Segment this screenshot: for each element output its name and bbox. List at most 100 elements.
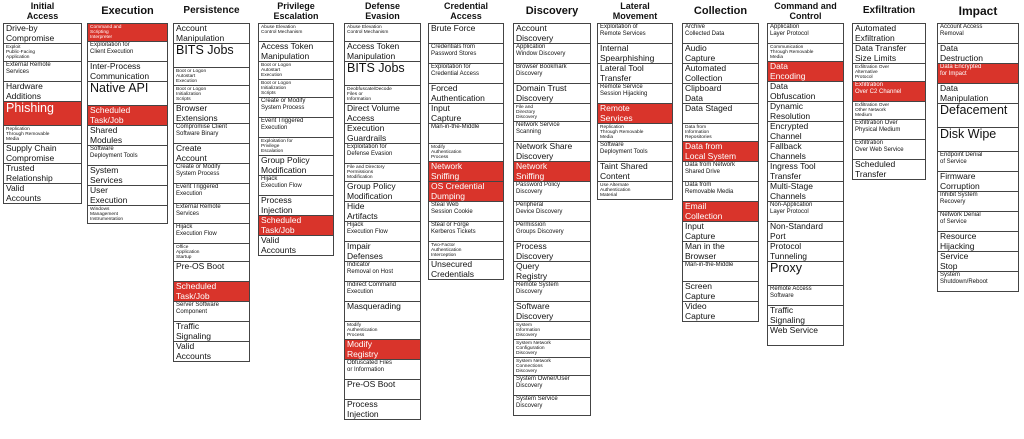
technique-cell[interactable]: Network Service Scanning: [513, 121, 591, 142]
technique-cell[interactable]: Software Deployment Tools: [87, 145, 168, 166]
technique-cell[interactable]: Indirect Command Execution: [344, 281, 421, 302]
technique-cell-highlighted[interactable]: Scheduled Task/Job: [87, 105, 168, 126]
technique-cell-highlighted[interactable]: Remote Services: [597, 103, 673, 124]
technique-cell[interactable]: Lateral Tool Transfer: [597, 63, 673, 84]
technique-cell[interactable]: Data Manipulation: [937, 83, 1019, 104]
technique-cell[interactable]: Data Transfer Size Limits: [852, 43, 926, 64]
technique-cell[interactable]: Password Policy Discovery: [513, 181, 591, 202]
technique-cell[interactable]: Boot or Logon Autostart Execution: [258, 61, 334, 80]
technique-cell[interactable]: Man-in-the-Middle: [428, 123, 504, 144]
technique-cell[interactable]: Indicator Removal on Host: [344, 261, 421, 282]
technique-cell[interactable]: Native API: [87, 81, 168, 106]
technique-cell[interactable]: Data from Removable Media: [682, 181, 759, 202]
technique-cell[interactable]: Web Service: [767, 325, 844, 346]
technique-cell[interactable]: Non-Standard Port: [767, 221, 844, 242]
technique-cell[interactable]: Browser Bookmark Discovery: [513, 63, 591, 84]
technique-cell[interactable]: Scheduled Transfer: [852, 159, 926, 180]
technique-cell[interactable]: Network Share Discovery: [513, 141, 591, 162]
technique-cell[interactable]: Internal Spearphishing: [597, 43, 673, 64]
technique-cell-highlighted[interactable]: OS Credential Dumping: [428, 181, 504, 202]
technique-cell[interactable]: Dynamic Resolution: [767, 101, 844, 122]
technique-cell[interactable]: Exfiltration Over Physical Medium: [852, 119, 926, 140]
technique-cell-highlighted[interactable]: Modify Registry: [344, 339, 421, 360]
technique-cell[interactable]: Endpoint Denial of Service: [937, 151, 1019, 172]
technique-cell[interactable]: Compromise Client Software Binary: [173, 123, 250, 144]
technique-cell[interactable]: Forced Authentication: [428, 83, 504, 104]
technique-cell[interactable]: Remote Access Software: [767, 285, 844, 306]
technique-cell-highlighted[interactable]: Network Sniffing: [513, 161, 591, 182]
technique-cell[interactable]: Account Manipulation: [173, 23, 250, 44]
technique-cell[interactable]: Exploit Public-Facing Application: [3, 43, 82, 62]
technique-cell[interactable]: Peripheral Device Discovery: [513, 201, 591, 222]
technique-cell[interactable]: Remote Service Session Hijacking: [597, 83, 673, 104]
technique-cell[interactable]: Fallback Channels: [767, 141, 844, 162]
technique-cell-highlighted[interactable]: Data from Local System: [682, 141, 759, 162]
technique-cell[interactable]: Data Destruction: [937, 43, 1019, 64]
technique-cell[interactable]: Software Discovery: [513, 301, 591, 322]
technique-cell[interactable]: Event Triggered Execution: [173, 183, 250, 204]
technique-cell[interactable]: Modify Authentication Process: [344, 321, 421, 340]
technique-cell[interactable]: Pre-OS Boot: [344, 379, 421, 400]
technique-cell[interactable]: Protocol Tunneling: [767, 241, 844, 262]
technique-cell[interactable]: System Service Discovery: [513, 395, 591, 416]
technique-cell[interactable]: Hijack Execution Flow: [173, 223, 250, 244]
technique-cell[interactable]: Replication Through Removable Media: [597, 123, 673, 142]
technique-cell[interactable]: Unsecured Credentials: [428, 259, 504, 280]
technique-cell[interactable]: Exploitation for Defense Evasion: [344, 143, 421, 164]
technique-cell-highlighted[interactable]: Scheduled Task/Job: [173, 281, 250, 302]
technique-cell[interactable]: Boot or Logon Initialization Scripts: [258, 79, 334, 98]
technique-cell[interactable]: Server Software Component: [173, 301, 250, 322]
technique-cell[interactable]: Obfuscated Files or Information: [344, 359, 421, 380]
technique-cell[interactable]: Supply Chain Compromise: [3, 143, 82, 164]
technique-cell[interactable]: Create or Modify System Process: [173, 163, 250, 184]
technique-cell[interactable]: Exploitation for Client Execution: [87, 41, 168, 62]
technique-cell[interactable]: Brute Force: [428, 23, 504, 44]
technique-cell[interactable]: Input Capture: [428, 103, 504, 124]
technique-cell[interactable]: Ingress Tool Transfer: [767, 161, 844, 182]
technique-cell[interactable]: Screen Capture: [682, 281, 759, 302]
technique-cell[interactable]: Exploitation of Remote Services: [597, 23, 673, 44]
technique-cell[interactable]: Modify Authentication Process: [428, 143, 504, 162]
technique-cell[interactable]: Create Account: [173, 143, 250, 164]
technique-cell[interactable]: System Owner/User Discovery: [513, 375, 591, 396]
technique-cell[interactable]: Exfiltration Over Alternative Protocol: [852, 63, 926, 82]
technique-cell[interactable]: Office Application Startup: [173, 243, 250, 262]
technique-cell[interactable]: Multi-Stage Channels: [767, 181, 844, 202]
technique-cell[interactable]: Browser Extensions: [173, 103, 250, 124]
technique-cell[interactable]: Query Registry: [513, 261, 591, 282]
technique-cell[interactable]: Account Discovery: [513, 23, 591, 44]
technique-cell[interactable]: Disk Wipe: [937, 127, 1019, 152]
technique-cell[interactable]: System Information Discovery: [513, 321, 591, 340]
technique-cell[interactable]: System Services: [87, 165, 168, 186]
technique-cell[interactable]: Archive Collected Data: [682, 23, 759, 44]
technique-cell-highlighted[interactable]: Command and Scripting Interpreter: [87, 23, 168, 42]
technique-cell[interactable]: Access Token Manipulation: [258, 41, 334, 62]
technique-cell[interactable]: Man in the Browser: [682, 241, 759, 262]
technique-cell[interactable]: Data from Network Shared Drive: [682, 161, 759, 182]
technique-cell[interactable]: Data from Information Repositories: [682, 123, 759, 142]
technique-cell[interactable]: Abuse Elevation Control Mechanism: [258, 23, 334, 42]
technique-cell[interactable]: Create or Modify System Process: [258, 97, 334, 118]
technique-cell[interactable]: Automated Exfiltration: [852, 23, 926, 44]
technique-cell[interactable]: Trusted Relationship: [3, 163, 82, 184]
technique-cell-highlighted[interactable]: Data Encoding: [767, 61, 844, 82]
technique-cell[interactable]: Exfiltration Over Other Network Medium: [852, 101, 926, 120]
technique-cell[interactable]: Exfiltration Over Web Service: [852, 139, 926, 160]
technique-cell[interactable]: Clipboard Data: [682, 83, 759, 104]
technique-cell[interactable]: System Shutdown/Reboot: [937, 271, 1019, 292]
technique-cell[interactable]: Inhibit System Recovery: [937, 191, 1019, 212]
technique-cell[interactable]: Man-in-the-Middle: [682, 261, 759, 282]
technique-cell[interactable]: System Network Connections Discovery: [513, 357, 591, 376]
technique-cell[interactable]: File and Directory Permissions Modificat…: [344, 163, 421, 182]
technique-cell[interactable]: System Network Configuration Discovery: [513, 339, 591, 358]
technique-cell[interactable]: Proxy: [767, 261, 844, 286]
technique-cell[interactable]: Encrypted Channel: [767, 121, 844, 142]
technique-cell[interactable]: External Remote Services: [173, 203, 250, 224]
technique-cell[interactable]: Valid Accounts: [258, 235, 334, 256]
technique-cell[interactable]: Masquerading: [344, 301, 421, 322]
technique-cell[interactable]: BITS Jobs: [173, 43, 250, 68]
technique-cell[interactable]: Input Capture: [682, 221, 759, 242]
technique-cell[interactable]: Exploitation for Privilege Escalation: [258, 137, 334, 156]
technique-cell[interactable]: Access Token Manipulation: [344, 41, 421, 62]
technique-cell[interactable]: Process Injection: [344, 399, 421, 420]
